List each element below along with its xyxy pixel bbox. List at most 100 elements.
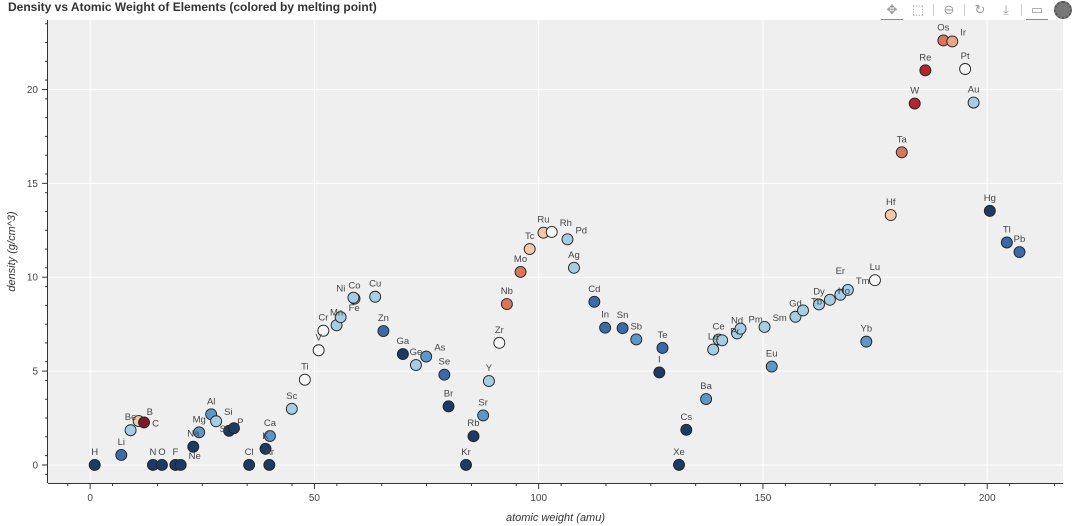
data-point-s[interactable] — [228, 422, 240, 435]
data-point-la[interactable] — [707, 343, 720, 356]
data-point-tl[interactable] — [1000, 236, 1013, 249]
point-label: Ar — [265, 447, 275, 458]
point-marker — [243, 458, 256, 471]
point-label: Zr — [495, 325, 504, 336]
data-point-si[interactable] — [210, 415, 223, 428]
data-point-xe[interactable] — [673, 458, 685, 471]
point-marker — [653, 366, 666, 379]
data-point-k[interactable] — [259, 442, 272, 455]
data-point-i[interactable] — [653, 366, 666, 379]
data-point-mg[interactable] — [193, 426, 206, 439]
data-point-hg[interactable] — [983, 204, 996, 217]
point-marker — [124, 424, 137, 437]
point-marker — [263, 430, 276, 443]
y-tick-label: 15 — [27, 179, 39, 190]
data-point-ir[interactable] — [946, 35, 959, 48]
point-label: Ta — [897, 134, 908, 145]
data-point-cl[interactable] — [243, 458, 256, 471]
plot-area — [48, 20, 1063, 483]
data-point-na[interactable] — [187, 440, 200, 453]
point-marker — [908, 97, 921, 110]
data-point-v[interactable] — [312, 344, 325, 357]
data-point-y[interactable] — [482, 375, 495, 388]
data-point-tc[interactable] — [523, 243, 536, 256]
data-point-ge[interactable] — [409, 359, 422, 371]
point-label: S — [220, 424, 226, 435]
point-marker — [656, 342, 669, 354]
data-point-sn[interactable] — [616, 322, 629, 335]
data-point-ho[interactable] — [823, 293, 836, 306]
data-point-sm[interactable] — [758, 321, 771, 333]
point-label: Au — [968, 85, 980, 96]
data-point-o[interactable] — [155, 459, 168, 471]
data-point-mo[interactable] — [514, 266, 527, 278]
data-point-ta[interactable] — [895, 146, 908, 159]
point-label: Lu — [870, 262, 881, 273]
data-point-cs[interactable] — [680, 423, 693, 436]
data-point-hf[interactable] — [884, 209, 897, 222]
point-marker — [673, 458, 685, 471]
data-point-ne[interactable] — [174, 459, 187, 471]
data-point-pm[interactable] — [734, 322, 747, 335]
data-point-sc[interactable] — [285, 402, 298, 415]
data-point-pt[interactable] — [959, 63, 972, 75]
point-label: Cr — [318, 313, 328, 324]
data-point-pb[interactable] — [1013, 246, 1026, 259]
data-point-ar[interactable] — [263, 458, 276, 471]
x-tick-label: 150 — [755, 493, 772, 504]
point-label: Pr — [730, 326, 740, 337]
data-point-h[interactable] — [88, 459, 101, 471]
data-point-sb[interactable] — [630, 333, 643, 346]
data-point-eu[interactable] — [765, 360, 778, 373]
data-point-be[interactable] — [124, 424, 137, 437]
data-point-br[interactable] — [442, 400, 455, 413]
data-point-tb[interactable] — [797, 304, 809, 317]
data-point-ba[interactable] — [700, 393, 713, 406]
data-point-c[interactable] — [138, 416, 150, 429]
reset-tool[interactable]: ↻ — [967, 1, 993, 19]
data-point-re[interactable] — [919, 64, 932, 77]
data-point-ni[interactable] — [347, 291, 360, 304]
data-point-in[interactable] — [599, 321, 612, 334]
data-point-ag[interactable] — [568, 261, 580, 274]
point-label: Y — [486, 363, 493, 374]
data-point-w[interactable] — [908, 97, 921, 110]
data-point-zr[interactable] — [493, 336, 506, 349]
data-point-li[interactable] — [115, 448, 128, 461]
data-point-nb[interactable] — [500, 298, 513, 311]
data-point-rh[interactable] — [545, 226, 558, 238]
data-point-te[interactable] — [656, 342, 669, 354]
point-label: H — [91, 447, 98, 458]
save-tool[interactable]: ⤓ — [993, 1, 1019, 19]
toolbar-separator — [933, 4, 934, 16]
data-point-dy[interactable] — [813, 298, 825, 311]
data-point-tm[interactable] — [841, 284, 854, 296]
data-point-yb[interactable] — [860, 335, 873, 348]
point-marker — [959, 63, 972, 75]
data-point-lu[interactable] — [868, 274, 881, 287]
data-point-as[interactable] — [420, 350, 433, 363]
data-point-pr[interactable] — [716, 334, 729, 347]
data-point-cu[interactable] — [369, 290, 382, 303]
data-point-se[interactable] — [438, 368, 451, 381]
data-point-zn[interactable] — [377, 325, 390, 337]
point-marker — [700, 393, 713, 406]
data-point-ga[interactable] — [396, 348, 409, 361]
point-marker — [493, 336, 506, 349]
bokeh-logo-icon[interactable] — [1054, 1, 1072, 19]
data-point-ti[interactable] — [298, 373, 311, 386]
data-point-ca[interactable] — [263, 430, 276, 443]
data-point-rb[interactable] — [467, 430, 480, 443]
data-point-pd[interactable] — [561, 233, 574, 246]
data-point-fe[interactable] — [334, 311, 347, 324]
data-point-kr[interactable] — [460, 458, 472, 471]
wheel-zoom-tool[interactable]: ⊖ — [936, 1, 962, 19]
point-marker — [317, 324, 330, 337]
box-zoom-tool[interactable]: ⬚ — [905, 1, 931, 19]
data-point-au[interactable] — [967, 96, 980, 109]
data-point-sr[interactable] — [477, 409, 490, 422]
point-label: Sm — [773, 313, 787, 324]
data-point-cr[interactable] — [317, 324, 330, 337]
data-point-cd[interactable] — [588, 295, 601, 308]
